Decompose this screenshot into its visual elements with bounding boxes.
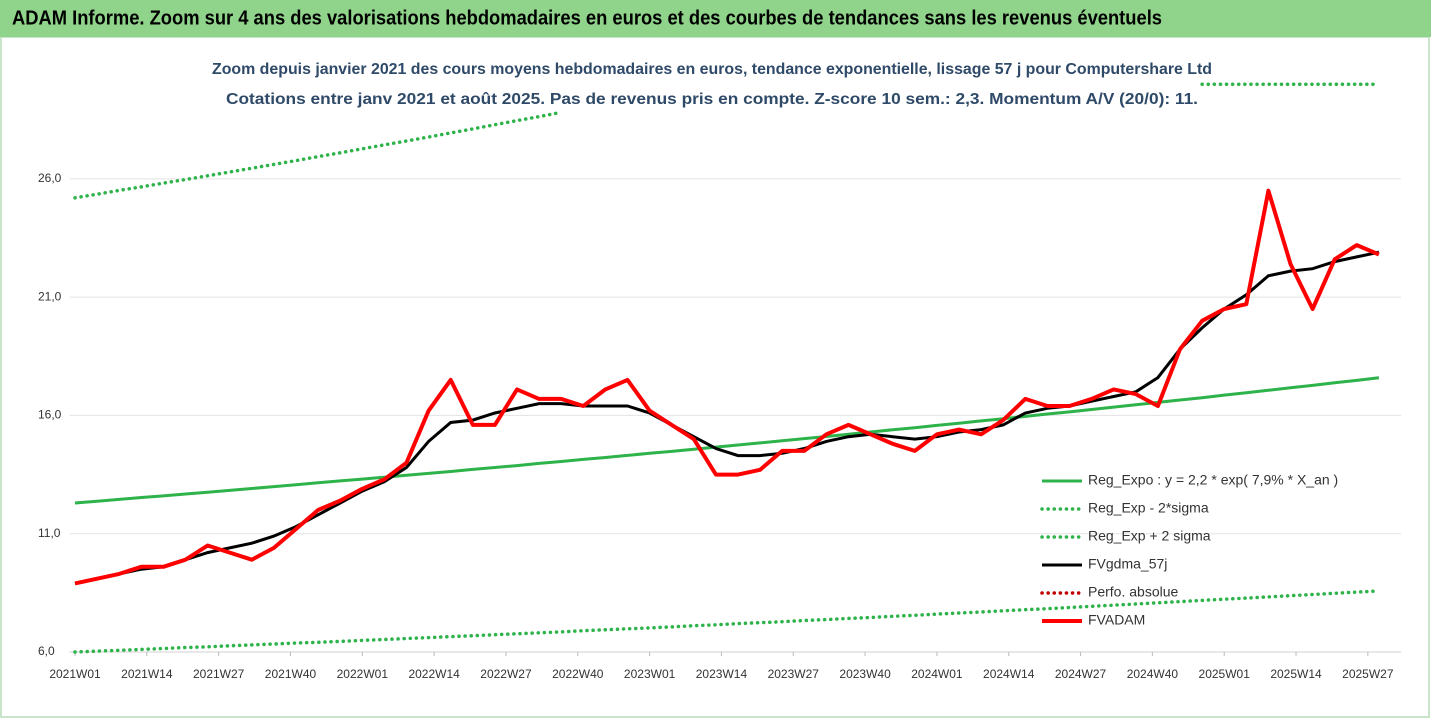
x-tick-label: 2023W40 bbox=[839, 667, 891, 681]
x-tick-label: 2021W01 bbox=[49, 667, 101, 681]
x-tick-label: 2023W01 bbox=[624, 667, 676, 681]
x-tick-label: 2021W27 bbox=[193, 667, 245, 681]
chart-title: ADAM Informe. Zoom sur 4 ans des valoris… bbox=[12, 7, 1162, 29]
x-tick-label: 2022W40 bbox=[552, 667, 604, 681]
subtitle-backing bbox=[222, 89, 1202, 111]
y-tick-label: 26,0 bbox=[38, 171, 62, 185]
series-line bbox=[74, 188, 1380, 586]
x-tick-label: 2024W27 bbox=[1055, 667, 1107, 681]
y-tick-label: 6,0 bbox=[38, 644, 55, 658]
legend-label: Reg_Expo : y = 2,2 * exp( 7,9% * X_an ) bbox=[1088, 472, 1338, 488]
x-tick-label: 2022W14 bbox=[408, 667, 460, 681]
header-bar bbox=[0, 0, 1431, 37]
legend-label: FVADAM bbox=[1088, 612, 1145, 628]
x-tick-label: 2022W27 bbox=[480, 667, 532, 681]
x-tick-label: 2025W27 bbox=[1342, 667, 1394, 681]
x-tick-label: 2025W01 bbox=[1199, 667, 1251, 681]
x-tick-label: 2023W14 bbox=[696, 667, 748, 681]
x-tick-label: 2021W40 bbox=[265, 667, 317, 681]
y-tick-label: 21,0 bbox=[38, 289, 62, 303]
legend-label: Perfo. absolue bbox=[1088, 584, 1178, 600]
x-tick-label: 2025W14 bbox=[1270, 667, 1322, 681]
chart-subtitle: Cotations entre janv 2021 et août 2025. … bbox=[226, 91, 1198, 108]
legend-label: Reg_Exp - 2*sigma bbox=[1088, 500, 1209, 516]
y-tick-label: 11,0 bbox=[38, 526, 61, 540]
y-tick-label: 16,0 bbox=[38, 408, 62, 422]
x-tick-label: 2024W40 bbox=[1127, 667, 1179, 681]
series-line bbox=[74, 250, 1380, 585]
series-line bbox=[73, 589, 1381, 654]
legend-label: Reg_Exp + 2 sigma bbox=[1088, 528, 1211, 544]
chart-subtitle: Zoom depuis janvier 2021 des cours moyen… bbox=[212, 61, 1212, 78]
legend-label: FVgdma_57j bbox=[1088, 556, 1167, 572]
x-tick-label: 2024W01 bbox=[911, 667, 963, 681]
x-tick-label: 2023W27 bbox=[768, 667, 820, 681]
subtitle-backing bbox=[208, 59, 1216, 81]
subtitle-group: Zoom depuis janvier 2021 des cours moyen… bbox=[208, 59, 1216, 111]
x-tick-label: 2022W01 bbox=[337, 667, 389, 681]
plot-area: 6,0 11,0 16,0 21,0 26,0 2021W01 2021W14 2021W27… bbox=[38, 82, 1401, 681]
x-tick-label: 2024W14 bbox=[983, 667, 1035, 681]
legend: Reg_Expo : y = 2,2 * exp( 7,9% * X_an ) R… bbox=[1040, 472, 1338, 628]
x-tick-label: 2021W14 bbox=[121, 667, 173, 681]
